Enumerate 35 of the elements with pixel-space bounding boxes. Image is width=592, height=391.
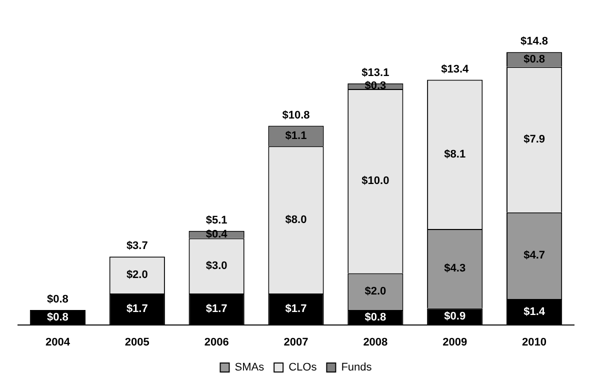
data-label: $1.7 <box>126 303 148 316</box>
x-tick-label: 2004 <box>45 336 71 348</box>
total-label: $13.1 <box>362 66 390 79</box>
x-tick-label: 2006 <box>204 336 229 348</box>
total-label: $13.4 <box>441 63 470 76</box>
data-label: $4.3 <box>444 262 466 275</box>
data-label: $0.8 <box>47 311 68 324</box>
legend-label: CLOs <box>288 362 318 374</box>
total-label: $0.8 <box>47 294 68 306</box>
data-label: $0.8 <box>524 54 545 66</box>
data-label: $10.0 <box>362 175 390 188</box>
data-label: $1.7 <box>285 303 307 316</box>
data-label: $2.0 <box>364 286 386 298</box>
data-label: $8.0 <box>285 214 307 226</box>
data-label: $0.9 <box>444 310 466 323</box>
total-label: $14.8 <box>520 36 548 48</box>
x-tick-label: 2009 <box>442 336 468 348</box>
total-label: $10.8 <box>282 109 310 122</box>
data-label: $3.0 <box>206 260 228 272</box>
x-tick-label: 2008 <box>363 336 388 348</box>
x-tick-label: 2010 <box>522 336 547 348</box>
data-label: $1.4 <box>524 306 546 318</box>
total-label: $5.1 <box>206 214 228 226</box>
data-label: $1.1 <box>285 130 307 142</box>
data-label: $7.9 <box>524 134 545 146</box>
data-label: $1.7 <box>206 303 228 316</box>
data-label: $4.7 <box>524 250 545 262</box>
legend-label: Funds <box>341 362 372 374</box>
data-label: $2.0 <box>126 269 148 282</box>
x-tick-label: 2005 <box>124 336 150 348</box>
total-label: $3.7 <box>126 240 148 252</box>
data-label: $0.8 <box>364 311 386 324</box>
legend-label: SMAs <box>234 362 265 374</box>
x-tick-label: 2007 <box>284 336 308 348</box>
data-label: $8.1 <box>444 148 466 160</box>
